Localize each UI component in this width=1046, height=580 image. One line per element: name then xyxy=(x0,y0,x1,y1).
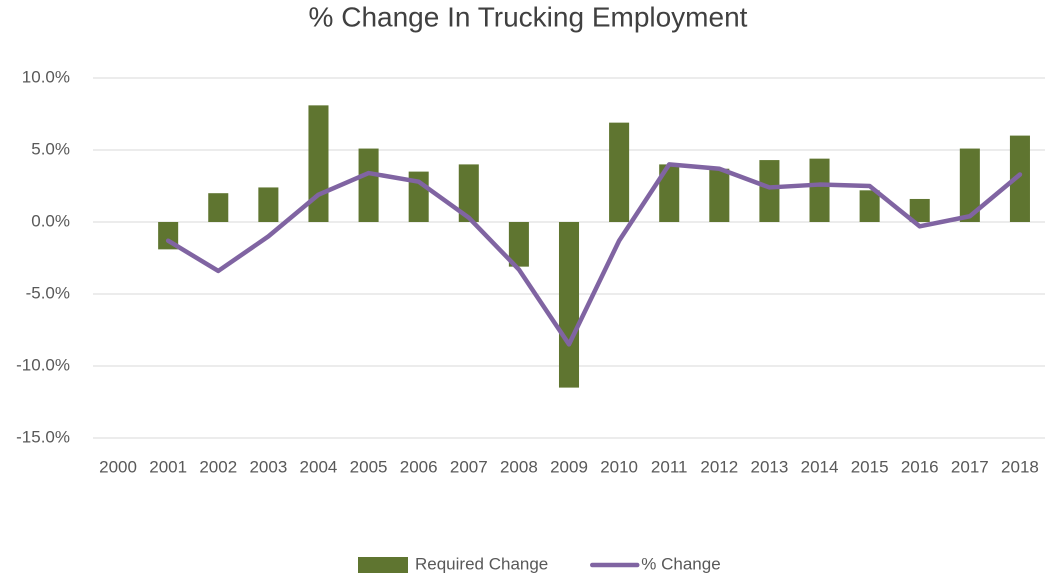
x-tick-label: 2012 xyxy=(700,457,738,476)
x-tick-label: 2011 xyxy=(651,457,688,476)
line xyxy=(165,162,1023,347)
x-tick-label: 2002 xyxy=(199,457,237,476)
bar xyxy=(1009,135,1030,222)
bar xyxy=(508,222,529,267)
bar xyxy=(759,160,780,222)
x-tick-label: 2004 xyxy=(300,457,338,476)
x-tick-label: 2018 xyxy=(1001,457,1039,476)
y-tick-label: 0.0% xyxy=(31,211,70,230)
bar xyxy=(859,190,880,222)
bar xyxy=(208,193,229,222)
x-tick-label: 2006 xyxy=(400,457,438,476)
x-tick-label: 2013 xyxy=(751,457,789,476)
y-tick-label: -10.0% xyxy=(16,355,70,374)
bar xyxy=(609,122,630,222)
y-tick-label: -5.0% xyxy=(26,283,70,302)
x-tick-label: 2015 xyxy=(851,457,889,476)
chart-title: % Change In Trucking Employment xyxy=(309,1,748,32)
x-tick-label: 2008 xyxy=(500,457,538,476)
legend-swatch xyxy=(358,557,408,573)
y-tick-label: 10.0% xyxy=(22,67,70,86)
y-tick-label: -15.0% xyxy=(16,427,70,446)
x-tick-label: 2009 xyxy=(550,457,588,476)
x-tick-label: 2001 xyxy=(149,457,187,476)
bar xyxy=(659,164,680,222)
bar xyxy=(959,148,980,222)
y-tick-label: 5.0% xyxy=(31,139,70,158)
bar xyxy=(458,164,479,222)
x-tick-label: 2017 xyxy=(951,457,989,476)
x-tick-label: 2007 xyxy=(450,457,488,476)
bar xyxy=(809,158,830,222)
x-tick-label: 2003 xyxy=(249,457,287,476)
x-tick-label: 2010 xyxy=(600,457,638,476)
bar xyxy=(358,148,379,222)
x-tick-label: 2014 xyxy=(801,457,839,476)
x-tick-label: 2016 xyxy=(901,457,939,476)
bar xyxy=(258,187,279,222)
bar xyxy=(709,168,730,222)
x-tick-label: 2005 xyxy=(350,457,388,476)
bar xyxy=(308,105,329,222)
bar xyxy=(558,222,580,388)
legend-label: % Change xyxy=(641,554,720,573)
x-tick-label: 2000 xyxy=(99,457,137,476)
legend-label: Required Change xyxy=(415,554,548,573)
bar xyxy=(909,198,930,222)
